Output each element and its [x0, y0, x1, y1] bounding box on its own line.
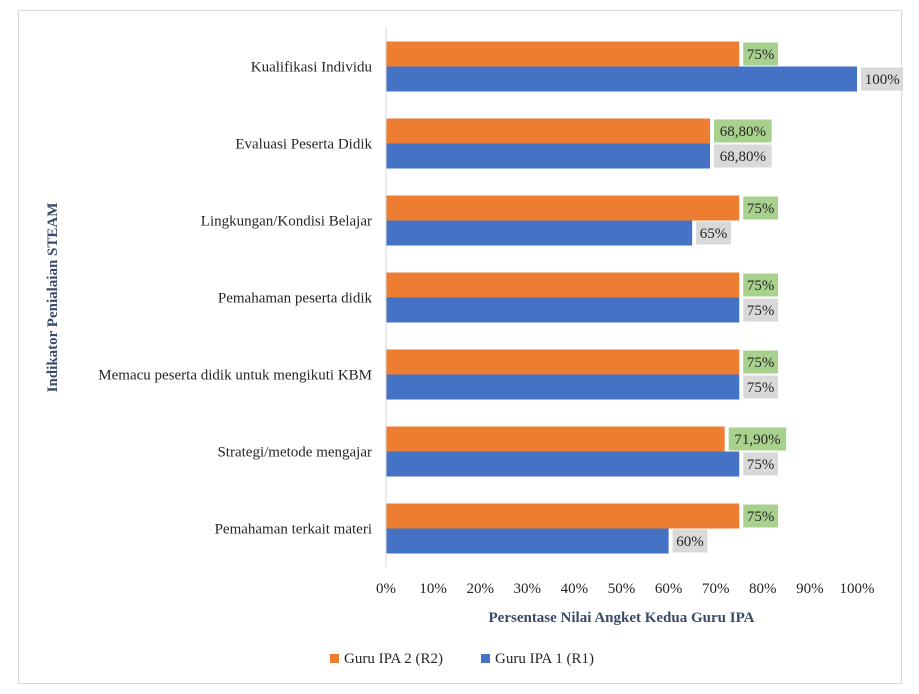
bar-r1	[386, 374, 740, 400]
bar-r2	[386, 195, 740, 221]
data-label: 68,80%	[714, 119, 772, 143]
bar-r2	[386, 503, 740, 529]
data-label-bg	[743, 375, 779, 399]
data-label-text: 68,80%	[720, 149, 766, 165]
data-label-bg	[743, 273, 779, 297]
category-label: Kualifikasi Individu	[251, 60, 373, 76]
data-label: 75%	[743, 298, 779, 322]
category-label: Strategi/metode mengajar	[217, 445, 372, 461]
data-label-bg	[728, 427, 787, 451]
x-tick-label: 80%	[749, 581, 777, 597]
bar-r1	[386, 528, 669, 554]
x-tick-label: 0%	[376, 581, 396, 597]
bar-r2	[386, 118, 711, 144]
data-label-text: 71,90%	[734, 432, 780, 448]
data-label: 75%	[743, 452, 779, 476]
bar-r2	[386, 41, 740, 67]
data-label: 75%	[743, 42, 779, 66]
data-label: 75%	[743, 375, 779, 399]
legend-swatch	[481, 654, 490, 663]
x-tick-label: 10%	[419, 581, 447, 597]
data-label: 71,90%	[728, 427, 787, 451]
bar-r1	[386, 451, 740, 477]
y-axis-title: Indikator Penialaian STEAM	[45, 203, 61, 393]
data-label-bg	[743, 452, 779, 476]
data-label-bg	[743, 350, 779, 374]
bar-r2	[386, 272, 740, 298]
x-tick-label: 70%	[702, 581, 730, 597]
legend: Guru IPA 2 (R2) Guru IPA 1 (R1)	[330, 651, 594, 667]
category-label: Evaluasi Peserta Didik	[235, 137, 372, 153]
bar-chart: Indikator Penialaian STEAM Kualifikasi I…	[45, 28, 903, 667]
legend-item: Guru IPA 1 (R1)	[481, 651, 594, 667]
data-label-bg	[714, 144, 772, 168]
x-tick-label: 20%	[466, 581, 494, 597]
data-label: 75%	[743, 504, 779, 528]
data-label-text: 65%	[700, 226, 728, 242]
x-tick-label: 90%	[796, 581, 824, 597]
category-label: Pemahaman terkait materi	[215, 522, 372, 538]
category-label: Pemahaman peserta didik	[218, 291, 373, 307]
category-labels: Kualifikasi Individu Evaluasi Peserta Did…	[98, 60, 372, 538]
data-labels: 75% 100% 68,80% 68,80% 75% 65% 75% 75% 75% 75% 71,…	[672, 42, 903, 553]
data-label-text: 75%	[747, 509, 775, 525]
data-label-bg	[714, 119, 772, 143]
x-tick-label: 40%	[561, 581, 589, 597]
data-label: 100%	[861, 67, 903, 91]
legend-swatch	[330, 654, 339, 663]
data-label-bg	[743, 196, 779, 220]
x-axis-title: Persentase Nilai Angket Kedua Guru IPA	[489, 610, 755, 626]
data-label: 75%	[743, 196, 779, 220]
data-label-text: 75%	[747, 380, 775, 396]
data-label-text: 75%	[747, 303, 775, 319]
bar-r2	[386, 426, 725, 452]
bars	[386, 41, 857, 554]
data-label: 65%	[696, 221, 731, 245]
data-label-bg	[743, 504, 779, 528]
bar-r2	[386, 349, 740, 375]
data-label-text: 75%	[747, 47, 775, 63]
data-label-bg	[696, 221, 731, 245]
legend-item: Guru IPA 2 (R2)	[330, 651, 443, 667]
legend-label: Guru IPA 1 (R1)	[495, 651, 594, 667]
data-label: 75%	[743, 273, 779, 297]
data-label-text: 75%	[747, 278, 775, 294]
data-label-text: 75%	[747, 355, 775, 371]
legend-label: Guru IPA 2 (R2)	[344, 651, 443, 667]
category-label: Lingkungan/Kondisi Belajar	[201, 214, 372, 230]
chart-frame: Indikator Penialaian STEAM Kualifikasi I…	[18, 10, 903, 684]
data-label-text: 75%	[747, 457, 775, 473]
data-label: 60%	[672, 529, 708, 553]
data-label-text: 100%	[865, 72, 900, 88]
x-tick-label: 100%	[840, 581, 875, 597]
data-label-bg	[672, 529, 708, 553]
x-tick-label: 50%	[608, 581, 636, 597]
data-label-text: 60%	[676, 534, 704, 550]
data-label: 75%	[743, 350, 779, 374]
bar-r1	[386, 143, 711, 169]
data-label-bg	[743, 42, 779, 66]
category-label: Memacu peserta didik untuk mengikuti KBM	[98, 368, 372, 384]
x-tick-label: 30%	[514, 581, 542, 597]
data-label-text: 68,80%	[720, 124, 766, 140]
data-label: 68,80%	[714, 144, 772, 168]
data-label-text: 75%	[747, 201, 775, 217]
bar-r1	[386, 297, 740, 323]
bar-r1	[386, 220, 693, 246]
x-tick-labels: 0% 10% 20% 30% 40% 50% 60% 70% 80% 90% 100%	[376, 581, 875, 597]
x-tick-label: 60%	[655, 581, 683, 597]
data-label-bg	[861, 67, 903, 91]
data-label-bg	[743, 298, 779, 322]
bar-r1	[386, 66, 857, 92]
